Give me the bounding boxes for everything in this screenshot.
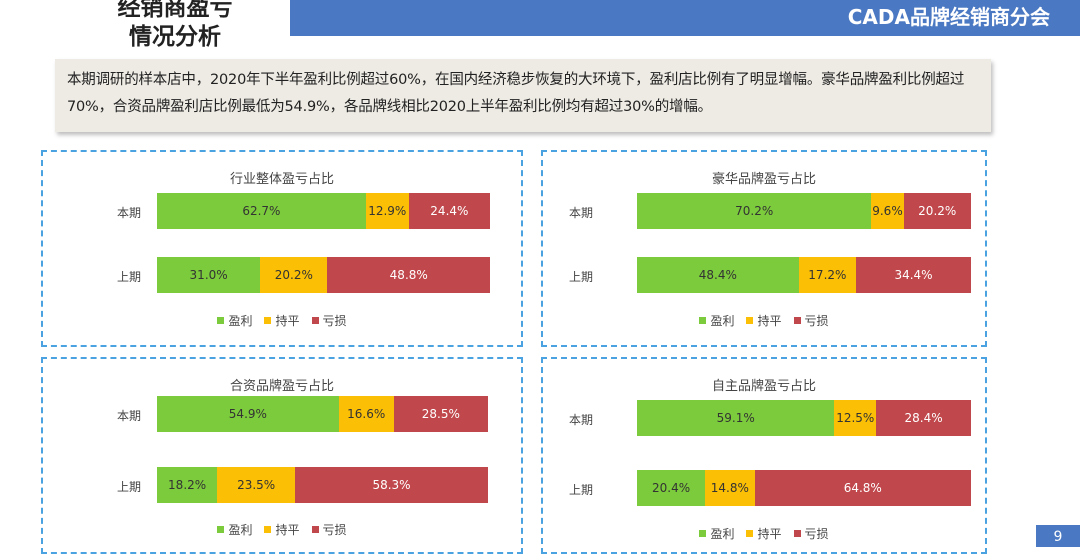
page-title-line2: 情况分析 bbox=[129, 24, 221, 50]
category-label: 上期 bbox=[116, 480, 141, 494]
legend-label: 盈利 bbox=[228, 523, 253, 537]
legend-item-loss: 亏损 bbox=[311, 521, 347, 538]
stacked-bar: 54.9% 16.6% 28.5% bbox=[157, 396, 488, 432]
bar-segment-profit: 62.7% bbox=[157, 193, 366, 229]
legend-label: 持平 bbox=[275, 523, 300, 537]
bar-segment-breakeven: 9.6% bbox=[871, 193, 904, 229]
chart-title: 自主品牌盈亏占比 bbox=[711, 379, 816, 394]
legend-item-profit: 盈利 bbox=[699, 312, 734, 329]
legend-label: 亏损 bbox=[804, 314, 829, 328]
chart-legend: 盈利 持平 亏损 bbox=[43, 312, 521, 329]
summary-text: 本期调研的样本店中，2020年下半年盈利比例超过60%，在国内经济稳步恢复的大环… bbox=[67, 72, 965, 115]
legend-item-loss: 亏损 bbox=[793, 525, 829, 542]
legend-label: 持平 bbox=[757, 314, 782, 328]
legend-item-profit: 盈利 bbox=[699, 525, 734, 542]
legend-swatch bbox=[264, 317, 272, 324]
legend-swatch bbox=[699, 530, 707, 537]
legend-swatch bbox=[217, 526, 225, 533]
chart-panel-industry: 行业整体盈亏占比本期 62.7% 12.9% 24.4% 上期 31.0% 20.2% 48.… bbox=[41, 150, 523, 347]
chart-legend: 盈利 持平 亏损 bbox=[43, 521, 521, 538]
legend-swatch bbox=[311, 526, 319, 533]
legend-label: 亏损 bbox=[804, 527, 829, 541]
bar-segment-profit: 54.9% bbox=[157, 396, 339, 432]
chart-panel-luxury: 豪华品牌盈亏占比本期 70.2% 9.6% 20.2% 上期 48.4% 17.2% 34.4… bbox=[541, 150, 987, 347]
chart-panel-domestic: 自主品牌盈亏占比本期 59.1% 12.5% 28.4% 上期 20.4% 14.8% 64.… bbox=[541, 357, 987, 554]
legend-item-profit: 盈利 bbox=[217, 521, 252, 538]
legend-swatch bbox=[793, 317, 801, 324]
legend-label: 持平 bbox=[275, 314, 300, 328]
legend-label: 亏损 bbox=[322, 523, 347, 537]
bar-segment-breakeven: 23.5% bbox=[217, 467, 296, 503]
legend-swatch bbox=[746, 317, 754, 324]
bar-segment-profit: 48.4% bbox=[637, 257, 799, 293]
legend-label: 盈利 bbox=[710, 527, 735, 541]
legend-label: 盈利 bbox=[710, 314, 735, 328]
legend-item-breakeven: 持平 bbox=[264, 312, 300, 329]
stacked-bar: 62.7% 12.9% 24.4% bbox=[157, 193, 490, 229]
category-label: 本期 bbox=[116, 206, 141, 220]
legend-swatch bbox=[746, 530, 754, 537]
bar-segment-profit: 31.0% bbox=[157, 257, 261, 293]
legend-item-breakeven: 持平 bbox=[746, 312, 782, 329]
legend-label: 持平 bbox=[757, 527, 782, 541]
bar-segment-breakeven: 14.8% bbox=[705, 470, 755, 506]
category-label: 本期 bbox=[116, 409, 141, 423]
bar-segment-profit: 59.1% bbox=[637, 400, 835, 436]
stacked-bar: 18.2% 23.5% 58.3% bbox=[157, 467, 488, 503]
legend-swatch bbox=[217, 317, 225, 324]
legend-swatch bbox=[699, 317, 707, 324]
chart-panel-joint-venture: 合资品牌盈亏占比本期 54.9% 16.6% 28.5% 上期 18.2% 23.5% 58.… bbox=[41, 357, 523, 554]
bar-segment-breakeven: 12.9% bbox=[365, 193, 409, 229]
page-number: 9 bbox=[1036, 525, 1080, 547]
legend-label: 亏损 bbox=[322, 314, 347, 328]
category-label: 本期 bbox=[568, 413, 593, 427]
bar-segment-profit: 20.4% bbox=[637, 470, 706, 506]
legend-item-profit: 盈利 bbox=[217, 312, 252, 329]
legend-item-breakeven: 持平 bbox=[746, 525, 782, 542]
category-label: 上期 bbox=[568, 483, 593, 497]
legend-label: 盈利 bbox=[228, 314, 253, 328]
category-label: 本期 bbox=[568, 206, 593, 220]
page-title-line1: 经销商盈亏 bbox=[117, 0, 233, 21]
bar-segment-breakeven: 16.6% bbox=[338, 396, 394, 432]
brand-name: CADA品牌经销商分会 bbox=[847, 5, 1050, 29]
bar-segment-loss: 34.4% bbox=[856, 257, 971, 293]
page-title: 经销商盈亏 情况分析 bbox=[60, 0, 290, 52]
legend-swatch bbox=[311, 317, 319, 324]
category-label: 上期 bbox=[568, 270, 593, 284]
bar-segment-breakeven: 17.2% bbox=[798, 257, 857, 293]
stacked-bar: 20.4% 14.8% 64.8% bbox=[637, 470, 971, 506]
bar-segment-loss: 48.8% bbox=[327, 257, 490, 293]
chart-title: 合资品牌盈亏占比 bbox=[229, 379, 334, 394]
stacked-bar: 70.2% 9.6% 20.2% bbox=[637, 193, 971, 229]
bar-segment-loss: 20.2% bbox=[903, 193, 971, 229]
header-bar: CADA品牌经销商分会 bbox=[290, 0, 1080, 36]
bar-segment-profit: 70.2% bbox=[637, 193, 872, 229]
chart-legend: 盈利 持平 亏损 bbox=[543, 312, 985, 329]
legend-item-loss: 亏损 bbox=[311, 312, 347, 329]
chart-legend: 盈利 持平 亏损 bbox=[543, 525, 985, 542]
bar-segment-loss: 58.3% bbox=[295, 467, 488, 503]
chart-title: 豪华品牌盈亏占比 bbox=[711, 172, 816, 187]
bar-segment-breakeven: 12.5% bbox=[834, 400, 877, 436]
stacked-bar: 48.4% 17.2% 34.4% bbox=[637, 257, 971, 293]
bar-segment-loss: 28.5% bbox=[393, 396, 488, 432]
chart-title: 行业整体盈亏占比 bbox=[229, 172, 334, 187]
legend-swatch bbox=[793, 530, 801, 537]
summary-box: 本期调研的样本店中，2020年下半年盈利比例超过60%，在国内经济稳步恢复的大环… bbox=[55, 59, 991, 132]
legend-item-loss: 亏损 bbox=[793, 312, 829, 329]
bar-segment-breakeven: 20.2% bbox=[260, 257, 328, 293]
category-label: 上期 bbox=[116, 270, 141, 284]
bar-segment-loss: 64.8% bbox=[754, 470, 971, 506]
bar-segment-profit: 18.2% bbox=[157, 467, 218, 503]
bar-segment-loss: 24.4% bbox=[408, 193, 490, 229]
stacked-bar: 59.1% 12.5% 28.4% bbox=[637, 400, 971, 436]
legend-swatch bbox=[264, 526, 272, 533]
stacked-bar: 31.0% 20.2% 48.8% bbox=[157, 257, 490, 293]
bar-segment-loss: 28.4% bbox=[876, 400, 971, 436]
legend-item-breakeven: 持平 bbox=[264, 521, 300, 538]
